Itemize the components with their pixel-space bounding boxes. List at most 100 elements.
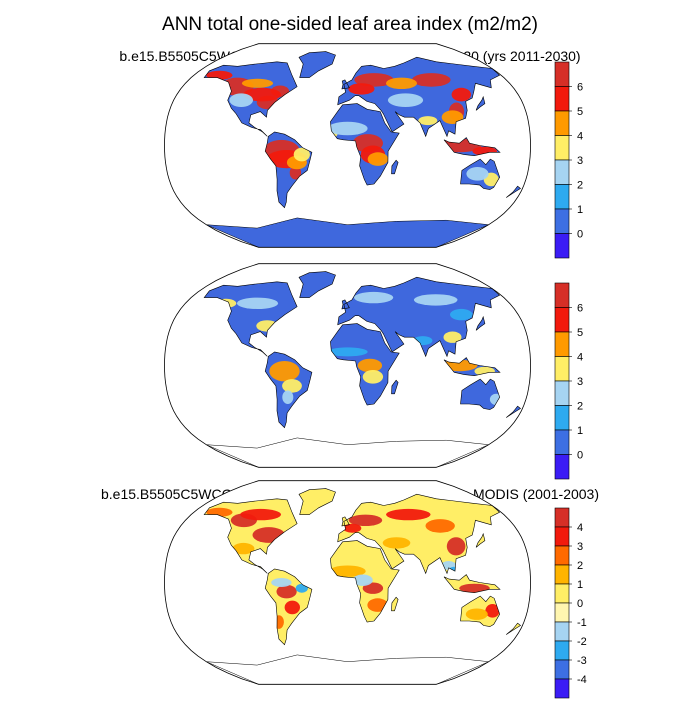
coastline-madagascar (391, 379, 399, 395)
colorbar-tick-label: -4 (577, 674, 587, 686)
colorbar-segment (554, 429, 570, 455)
lai-patch (425, 519, 455, 533)
coastline-africa (330, 540, 400, 623)
colorbar-segment (554, 602, 570, 623)
colorbar-tick-label: -3 (577, 655, 587, 667)
colorbar-tick-label: 6 (577, 303, 583, 315)
coastline-south-america (264, 131, 313, 209)
colorbar-segment (554, 159, 570, 185)
lai-field (215, 291, 503, 406)
coastline-australia (460, 595, 501, 627)
lai-patch (386, 77, 417, 89)
map-frame (164, 43, 531, 248)
colorbar-tick-label: 5 (577, 327, 583, 339)
lai-patch (329, 565, 366, 577)
lai-patch (243, 87, 282, 102)
colorbar-segment (554, 282, 570, 308)
colorbar-segment (554, 208, 570, 234)
coastline-uk (341, 299, 350, 310)
lai-patch (465, 608, 488, 620)
colorbar-model: 6 5 4 3 2 1 0 (554, 61, 583, 259)
lai-patch (354, 291, 394, 304)
colorbar-diff: 4 3 2 1 0 -1 -2 -3 -4 (554, 507, 587, 699)
colorbar-tick-label: 0 (577, 598, 583, 610)
colorbar-segment (554, 454, 570, 480)
lai-patch (352, 574, 373, 586)
lai-patch (466, 167, 489, 181)
lai-patch (441, 110, 464, 124)
map-obs (164, 263, 531, 468)
coastline-new-zealand (506, 622, 522, 635)
land-australia (460, 379, 500, 410)
colorbar-segment (554, 640, 570, 661)
map-frame (164, 263, 531, 468)
land-madagascar (391, 380, 399, 394)
lai-patch (327, 347, 368, 357)
colorbar-segment (554, 184, 570, 210)
lai-patch (276, 584, 297, 599)
lai-patch (348, 83, 375, 95)
coastline-new-zealand (506, 185, 522, 198)
coastline-north-america (203, 61, 298, 137)
lai-patch (354, 73, 394, 87)
colorbar-segment (554, 405, 570, 431)
lai-patch (327, 121, 368, 136)
coastline-japan (475, 315, 486, 331)
coastline-eurasia (337, 56, 501, 138)
colorbar-tick-label: 6 (577, 82, 583, 94)
colorbar-tick-label: 0 (577, 229, 583, 241)
lai-patch (450, 308, 473, 321)
lai-patch (443, 331, 462, 343)
colorbar-tick-label: -2 (577, 636, 587, 648)
lai-patch (418, 116, 438, 126)
land-greenland (299, 51, 336, 78)
colorbar-segment (554, 564, 570, 585)
colorbar-tick-label: 0 (577, 450, 583, 462)
colorbar-segment (554, 526, 570, 547)
lai-patch (289, 165, 302, 180)
map-diff (164, 480, 531, 685)
colorbar-segment (554, 678, 570, 699)
lai-field (206, 507, 500, 629)
lai-patch (367, 152, 389, 166)
coastline-japan (475, 95, 486, 111)
land-japan (476, 533, 485, 548)
lai-patch (348, 514, 383, 526)
land-madagascar (391, 597, 399, 611)
figure-title: ANN total one-sided leaf area index (m2/… (162, 14, 538, 35)
lai-patch (451, 87, 471, 102)
lai-patch (232, 542, 255, 555)
coastline-se-asia-islands (443, 137, 501, 157)
land-uk (341, 299, 350, 309)
lai-patch (282, 390, 294, 404)
colorbar-tick-label: 4 (577, 352, 583, 364)
lai-patch (386, 508, 431, 521)
lai-patch (240, 508, 281, 521)
lai-patch (387, 93, 424, 107)
coastline-se-asia-islands (443, 574, 501, 594)
land-japan (476, 96, 485, 111)
colorbar-tick-label: 2 (577, 180, 583, 192)
colorbar-segment (554, 61, 570, 87)
lai-patch (412, 73, 451, 87)
lai-patch (413, 294, 458, 306)
lai-patch (362, 370, 384, 384)
coastline-africa (330, 323, 400, 406)
coastline-madagascar (391, 596, 399, 612)
lai-patch (269, 361, 300, 382)
coastline-north-america (203, 498, 298, 574)
coastline-uk (341, 516, 350, 527)
colorbar-segment (554, 331, 570, 357)
land-japan (476, 316, 485, 331)
coastline-eurasia (337, 276, 501, 358)
lai-patch (343, 523, 362, 533)
colorbar-tick-label: 2 (577, 401, 583, 413)
colorbar-tick-label: 3 (577, 155, 583, 167)
lai-patch (284, 600, 300, 615)
lai-patch (293, 147, 310, 162)
colorbar-tick-label: 3 (577, 541, 583, 553)
coastline-north-america (203, 281, 298, 357)
coastline-greenland (298, 271, 336, 298)
colorbar-tick-label: 1 (577, 425, 583, 437)
colorbar-tick-label: 5 (577, 106, 583, 118)
